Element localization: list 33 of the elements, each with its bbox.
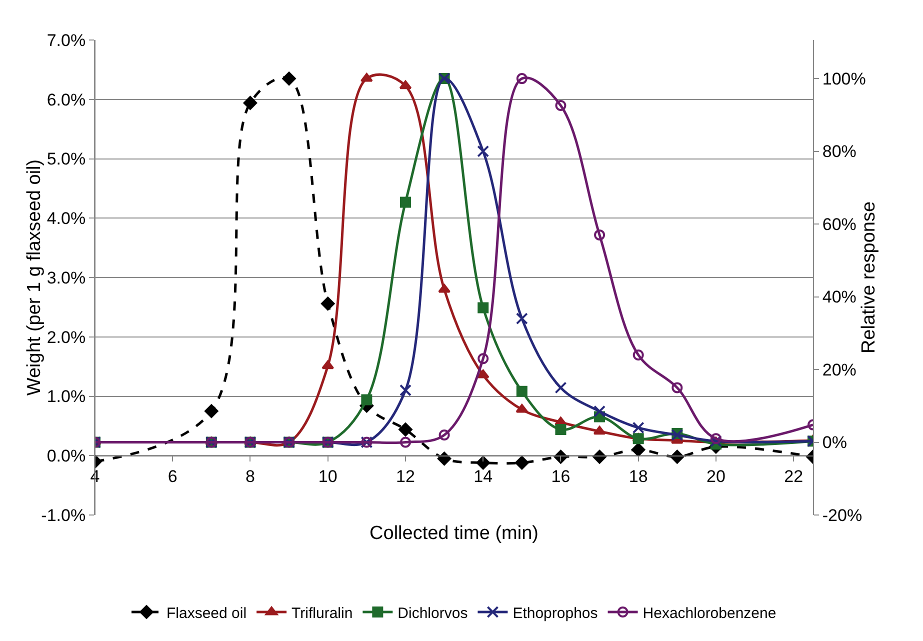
y2-tick-label: 100% — [822, 70, 866, 88]
y-tick-label: 6.0% — [46, 90, 86, 110]
y-tick-label: 2.0% — [46, 328, 86, 347]
x-axis-title: Collected time (min) — [370, 522, 538, 544]
y2-axis-title: Relative response — [858, 201, 880, 354]
x-tick-label: 6 — [168, 467, 178, 486]
legend-label: Dichlorvos — [398, 604, 468, 622]
y-tick-label: -1.0% — [41, 506, 86, 525]
legend-label: Hexachlorobenzene — [642, 604, 776, 622]
y2-tick-label: 60% — [822, 214, 856, 234]
x-tick-label: 22 — [784, 467, 804, 486]
y-tick-label: 3.0% — [46, 268, 86, 288]
legend-label: Flaxseed oil — [166, 604, 247, 622]
y-tick-label: 5.0% — [46, 150, 86, 169]
x-tick-label: 8 — [246, 467, 255, 486]
legend-label: Trifluralin — [292, 604, 353, 622]
x-tick-label: 20 — [706, 467, 726, 486]
y-tick-label: 0.0% — [46, 446, 86, 466]
y2-tick-label: 80% — [822, 142, 856, 162]
y2-tick-label: 20% — [822, 360, 856, 380]
x-tick-label: 12 — [396, 467, 415, 486]
y-tick-label: 1.0% — [46, 387, 86, 406]
y2-tick-label: 40% — [822, 288, 856, 307]
x-tick-label: 16 — [551, 467, 570, 486]
x-tick-label: 14 — [474, 467, 493, 486]
y-axis-title: Weight (per 1 g flaxseed oil) — [24, 159, 45, 396]
legend-label: Ethoprophos — [512, 604, 598, 622]
x-tick-label: 10 — [318, 467, 338, 486]
x-tick-label: 18 — [628, 467, 648, 486]
y2-tick-label: -20% — [822, 506, 862, 525]
y-tick-label: 4.0% — [46, 209, 86, 228]
y2-tick-label: 0% — [822, 433, 847, 452]
y-tick-label: 7.0% — [46, 30, 86, 50]
